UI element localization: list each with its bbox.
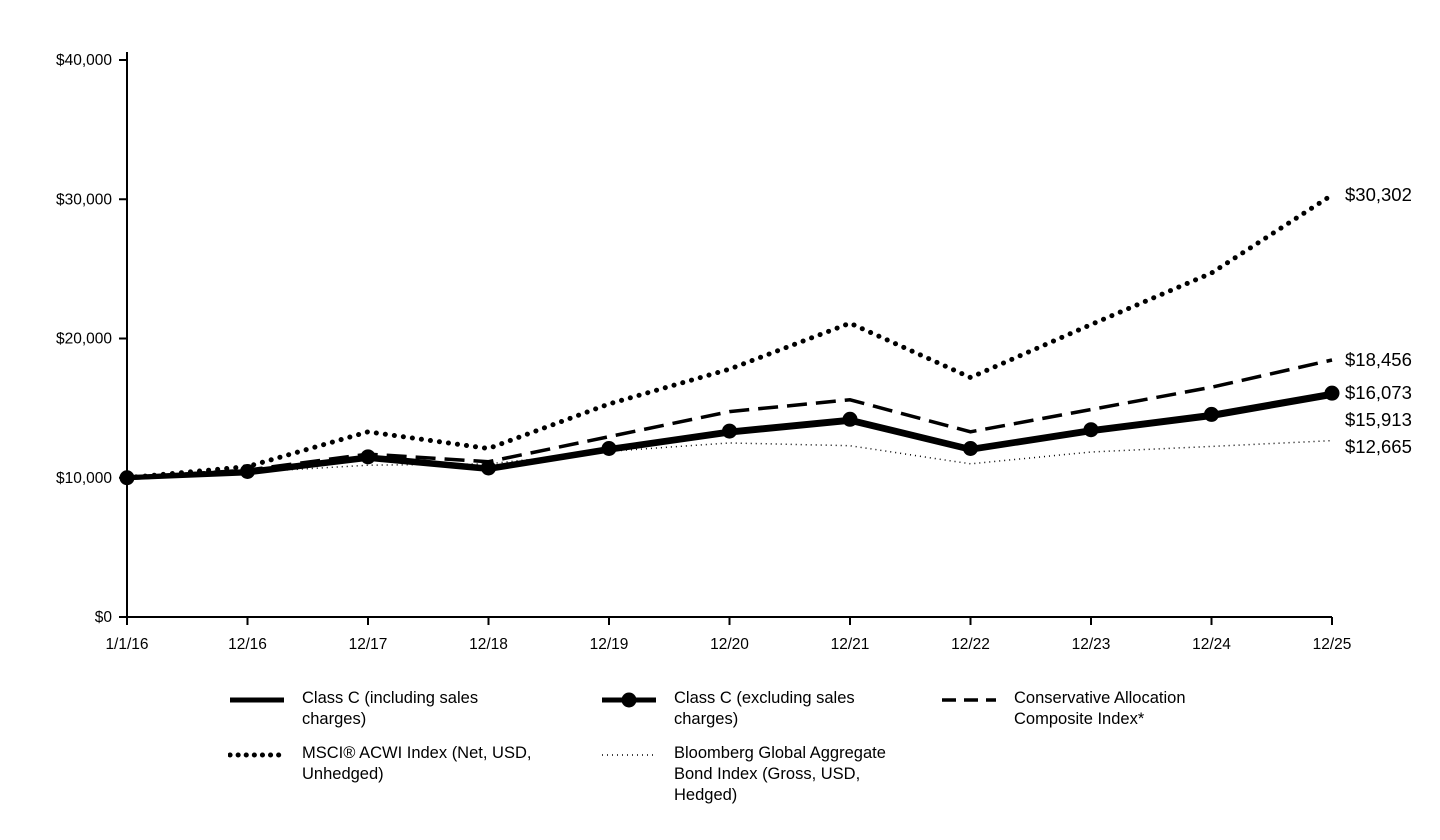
y-tick-label: $40,000 — [56, 52, 112, 69]
series-marker — [119, 470, 135, 486]
legend-item: MSCI® ACWI Index (Net, USD, Unhedged) — [228, 743, 600, 805]
end-value-label: $15,913 — [1345, 409, 1412, 430]
legend-label: Bloomberg Global Aggregate Bond Index (G… — [674, 744, 886, 804]
legend-swatch-solid-thick — [230, 697, 284, 703]
chart-svg: $0 $10,000 $20,000 $30,000 $40,000 1/1/16 12/1… — [56, 52, 1412, 653]
x-tick-label: 12/25 — [1313, 636, 1352, 653]
x-tick-label: 1/1/16 — [105, 636, 148, 653]
legend-label: Conservative Allocation Composite Index* — [1014, 689, 1186, 728]
legend-label: Class C (including sales charges) — [302, 689, 479, 728]
series-marker — [601, 441, 617, 457]
x-tick-label: 12/20 — [710, 636, 749, 653]
legend-swatch-dotted-thin — [602, 754, 656, 756]
series-line-4 — [126, 439, 1333, 479]
end-value-label: $12,665 — [1345, 436, 1412, 457]
legend-item: Class C (including sales charges) — [228, 688, 600, 729]
series-marker — [1324, 385, 1340, 401]
legend-swatch-dashed — [942, 698, 996, 702]
series-line-2 — [126, 358, 1333, 480]
x-tick-label: 12/22 — [951, 636, 990, 653]
legend-item: Bloomberg Global Aggregate Bond Index (G… — [600, 743, 940, 805]
y-tick-label: $10,000 — [56, 470, 112, 487]
x-tick-label: 12/18 — [469, 636, 508, 653]
legend-label: MSCI® ACWI Index (Net, USD, Unhedged) — [302, 744, 532, 783]
series-marker — [360, 449, 376, 465]
series-marker — [1083, 422, 1099, 438]
series-marker — [481, 460, 496, 476]
chart-area: $0 $10,000 $20,000 $30,000 $40,000 1/1/16 12/1… — [56, 52, 1412, 653]
legend-item: Class C (excluding sales charges) — [600, 688, 940, 729]
legend-item: Conservative Allocation Composite Index* — [940, 688, 1360, 729]
end-value-label: $30,302 — [1345, 184, 1412, 205]
series-marker — [1204, 406, 1219, 422]
series-marker — [240, 463, 255, 479]
x-tick-label: 12/16 — [228, 636, 267, 653]
y-tick-label: $30,000 — [56, 191, 112, 208]
legend: Class C (including sales charges) Class C… — [0, 688, 1440, 819]
y-tick-label: $20,000 — [56, 331, 112, 348]
series-marker — [963, 441, 978, 457]
x-tick-label: 12/19 — [590, 636, 629, 653]
x-tick-label: 12/17 — [349, 636, 388, 653]
legend-swatch-dotted-thick — [228, 752, 287, 758]
x-tick-label: 12/21 — [831, 636, 870, 653]
end-value-label: $16,073 — [1345, 382, 1412, 403]
legend-row: MSCI® ACWI Index (Net, USD, Unhedged) Blo… — [228, 743, 1440, 805]
series-marker — [842, 411, 858, 427]
end-value-label: $18,456 — [1345, 349, 1412, 370]
x-tick-label: 12/24 — [1192, 636, 1231, 653]
y-tick-label: $0 — [95, 609, 113, 626]
x-tick-label: 12/23 — [1072, 636, 1111, 653]
legend-swatch-solid-marker — [602, 692, 656, 708]
legend-label: Class C (excluding sales charges) — [674, 689, 855, 728]
series-marker — [722, 423, 737, 439]
legend-row: Class C (including sales charges) Class C… — [228, 688, 1440, 729]
